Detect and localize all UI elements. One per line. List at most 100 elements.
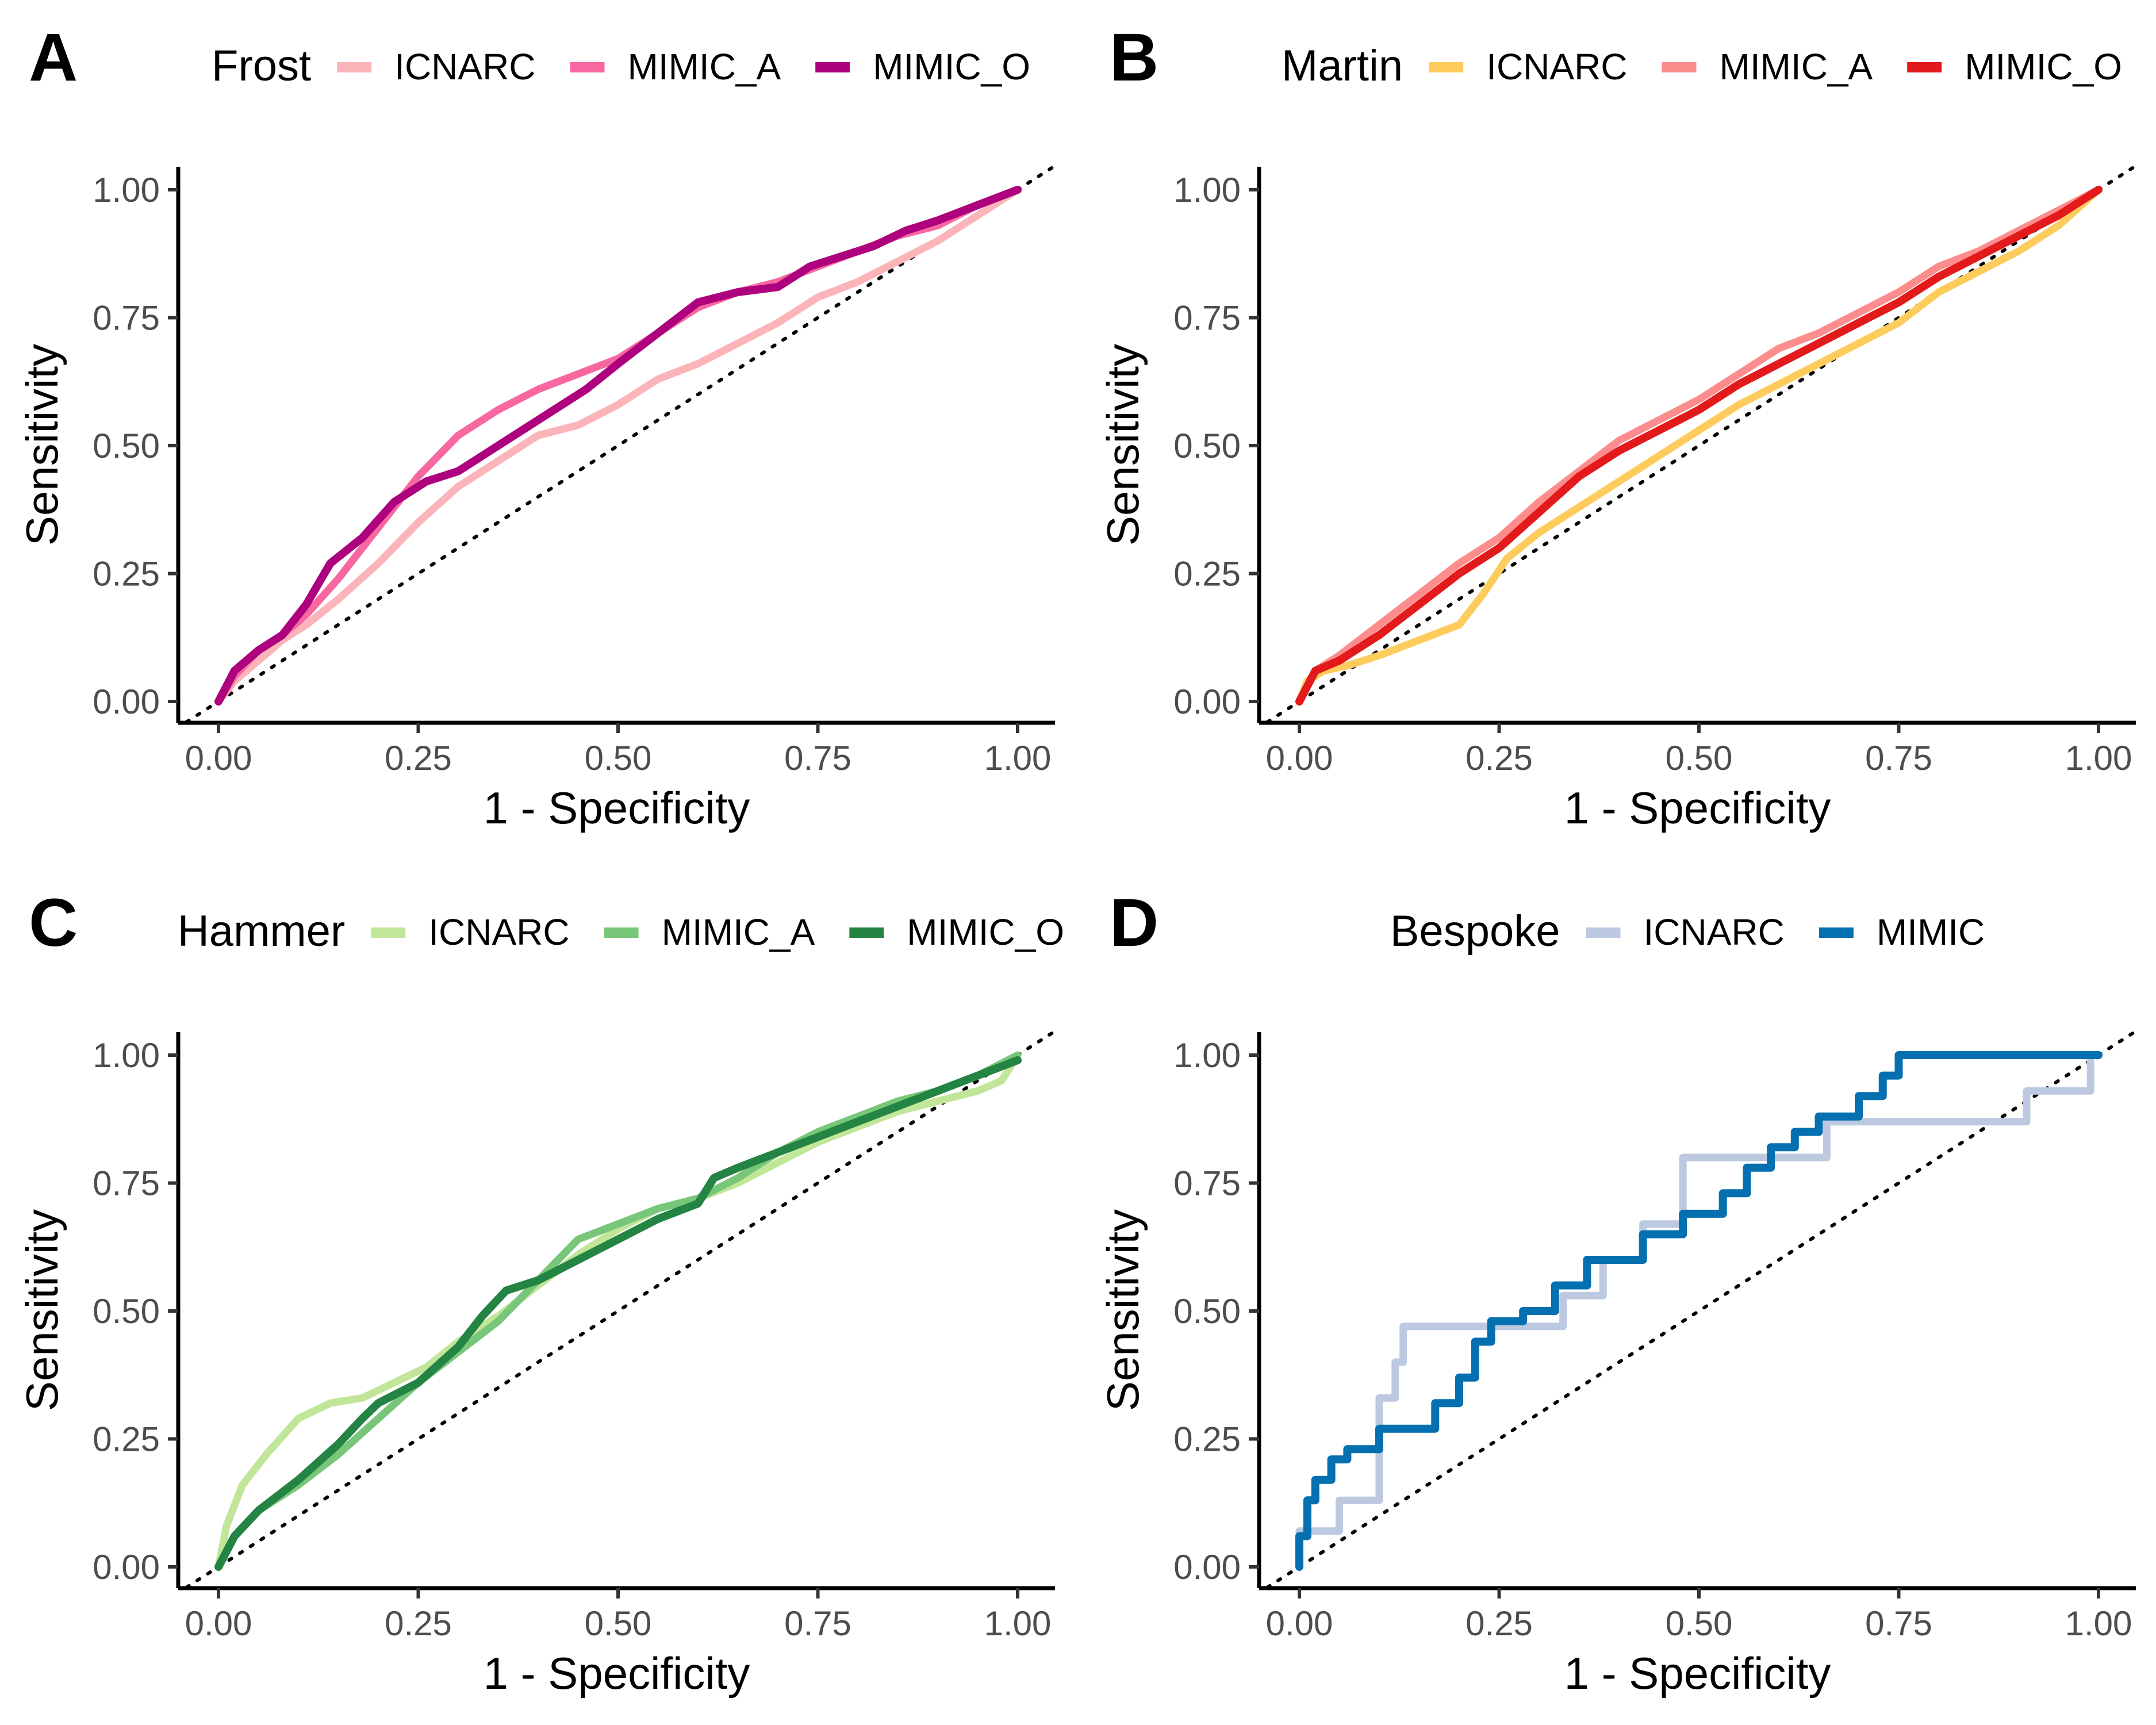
y-tick-label: 0.00	[1173, 683, 1241, 721]
y-tick-label: 0.25	[1173, 555, 1241, 593]
x-axis-title: 1 - Specificity	[1564, 1648, 1831, 1699]
y-tick-label: 0.25	[93, 1420, 160, 1459]
chart-panel-c: C Hammer ICNARC MIMIC_A MIMIC_O 0.00 0.25 0.50 0…	[17, 885, 1064, 1699]
reference-diagonal	[185, 1028, 1060, 1589]
legend-label: MIMIC_O	[1965, 46, 2122, 87]
x-axis-title: 1 - Specificity	[484, 1648, 750, 1699]
y-tick-label: 0.50	[1173, 1292, 1241, 1331]
x-tick-label: 0.25	[1466, 1604, 1533, 1643]
roc-line-icnarc	[214, 1051, 1022, 1571]
x-tick-label: 0.25	[385, 739, 452, 777]
legend: Frost ICNARC MIMIC_A MIMIC_O	[212, 41, 1030, 90]
legend-item: MIMIC_A	[604, 911, 815, 953]
legend-item: MIMIC_O	[1907, 46, 2122, 87]
x-tick-label: 0.25	[385, 1604, 452, 1643]
y-axis-title: Sensitivity	[1098, 344, 1148, 546]
legend: Hammer ICNARC MIMIC_A MIMIC_O	[178, 907, 1064, 956]
roc-line-icnarc	[1295, 1051, 2103, 1571]
legend-label: ICNARC	[394, 46, 535, 87]
x-tick-label: 0.75	[1865, 1604, 1932, 1643]
x-axis-title: 1 - Specificity	[1564, 783, 1831, 833]
legend-label: ICNARC	[1486, 46, 1627, 87]
legend-title: Martin	[1282, 41, 1403, 90]
x-tick-label: 0.50	[585, 1604, 652, 1643]
x-tick-label: 1.00	[2065, 1604, 2132, 1643]
x-tick-label: 0.00	[1266, 739, 1333, 777]
y-tick-label: 0.50	[1173, 427, 1241, 465]
chart-panel-a: A Frost ICNARC MIMIC_A MIMIC_O 0.00 0.25 0.50 0.…	[17, 20, 1060, 833]
x-tick-label: 0.75	[784, 1604, 851, 1643]
y-tick-label: 1.00	[93, 171, 160, 209]
x-axis-title: 1 - Specificity	[484, 783, 750, 833]
y-tick-label: 0.00	[93, 683, 160, 721]
legend-item: MIMIC_O	[849, 911, 1064, 953]
y-tick-label: 0.25	[1173, 1420, 1241, 1459]
legend-title: Hammer	[178, 907, 345, 956]
x-tick-label: 1.00	[984, 1604, 1052, 1643]
y-tick-label: 0.75	[93, 1164, 160, 1203]
y-axis-title: Sensitivity	[1098, 1209, 1148, 1411]
panel-letter: A	[29, 20, 78, 95]
x-tick-label: 0.25	[1466, 739, 1533, 777]
x-tick-label: 0.00	[185, 1604, 252, 1643]
x-tick-label: 1.00	[984, 739, 1052, 777]
legend-label: MIMIC_A	[628, 46, 781, 87]
y-tick-label: 0.75	[1173, 299, 1241, 338]
legend-label: MIMIC_A	[662, 911, 815, 953]
y-tick-label: 1.00	[93, 1036, 160, 1075]
y-tick-label: 1.00	[1173, 1036, 1241, 1075]
roc-line-mimic-a	[214, 1051, 1022, 1571]
legend-label: MIMIC_O	[907, 911, 1064, 953]
y-tick-label: 0.75	[93, 299, 160, 338]
legend-label: MIMIC_A	[1720, 46, 1873, 87]
panel-letter: C	[29, 885, 78, 961]
panel-letter: D	[1110, 885, 1158, 961]
x-tick-label: 0.50	[1666, 1604, 1733, 1643]
x-tick-label: 0.00	[185, 739, 252, 777]
roc-line-mimic-o	[214, 1056, 1022, 1571]
x-tick-label: 0.75	[1865, 739, 1932, 777]
y-tick-label: 0.50	[93, 427, 160, 465]
y-axis-title: Sensitivity	[17, 1209, 67, 1411]
legend-title: Bespoke	[1390, 907, 1560, 956]
x-tick-label: 0.50	[1666, 739, 1733, 777]
y-tick-label: 0.25	[93, 555, 160, 593]
legend-item: ICNARC	[1429, 46, 1628, 87]
legend-item: MIMIC_A	[570, 46, 781, 87]
roc-line-mimic	[1295, 1051, 2103, 1571]
legend-item: ICNARC	[371, 911, 570, 953]
legend-label: MIMIC_O	[873, 46, 1030, 87]
legend-title: Frost	[212, 41, 311, 90]
x-tick-label: 1.00	[2065, 739, 2132, 777]
roc-line-icnarc	[1295, 186, 2103, 706]
legend-item: MIMIC_A	[1662, 46, 1873, 87]
chart-panel-b: B Martin ICNARC MIMIC_A MIMIC_O 0.00 0.25 0.50 0…	[1098, 20, 2140, 833]
y-tick-label: 0.75	[1173, 1164, 1241, 1203]
legend-item: ICNARC	[1586, 911, 1785, 953]
y-tick-label: 0.50	[93, 1292, 160, 1331]
roc-line-mimic-a	[1295, 186, 2103, 706]
roc-line-mimic-o	[1295, 186, 2103, 706]
legend-label: MIMIC	[1877, 911, 1985, 953]
y-tick-label: 1.00	[1173, 171, 1241, 209]
legend-item: MIMIC	[1819, 911, 1985, 953]
y-tick-label: 0.00	[1173, 1548, 1241, 1586]
legend: Martin ICNARC MIMIC_A MIMIC_O	[1282, 41, 2122, 90]
panel-letter: B	[1110, 20, 1158, 95]
reference-diagonal	[1265, 1028, 2140, 1589]
x-tick-label: 0.75	[784, 739, 851, 777]
legend-item: ICNARC	[337, 46, 536, 87]
legend-label: ICNARC	[1644, 911, 1785, 953]
legend-label: ICNARC	[428, 911, 569, 953]
y-axis-title: Sensitivity	[17, 344, 67, 546]
y-tick-label: 0.00	[93, 1548, 160, 1586]
chart-panel-d: D Bespoke ICNARC MIMIC 0.00 0.25 0.50 0.75 1.00 0…	[1098, 885, 2140, 1699]
legend: Bespoke ICNARC MIMIC	[1390, 907, 1985, 956]
legend-item: MIMIC_O	[815, 46, 1030, 87]
x-tick-label: 0.50	[585, 739, 652, 777]
roc-line-mimic-o	[214, 186, 1022, 706]
roc-line-icnarc	[214, 186, 1022, 706]
reference-diagonal	[1265, 162, 2140, 724]
x-tick-label: 0.00	[1266, 1604, 1333, 1643]
